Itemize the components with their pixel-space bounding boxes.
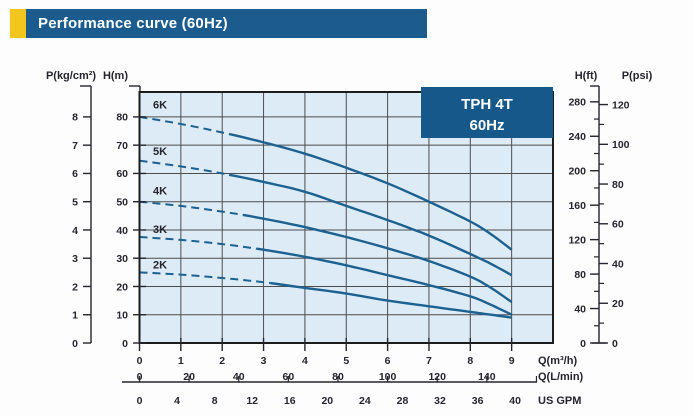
axis-title-q-m3h: Q(m³/h) (538, 355, 577, 367)
p-psi-tick-label: 0 (612, 338, 618, 350)
axis-title-q-lmin: Q(L/min) (538, 371, 584, 383)
p-psi-tick-label: 20 (612, 298, 624, 310)
q-m3h-tick-label: 5 (343, 355, 349, 367)
q-m3h-tick-label: 6 (385, 355, 391, 367)
title-bar: Performance curve (60Hz) (10, 9, 427, 38)
h-ft-tick-label: 280 (568, 97, 586, 109)
axis-title-p-psi: P(psi) (622, 70, 653, 82)
legend-frequency-label: 60Hz (469, 117, 504, 134)
curve-label-4K: 4K (153, 186, 167, 198)
h-ft-tick-label: 240 (568, 131, 586, 143)
p-kg-tick-label: 7 (72, 140, 78, 152)
h-ft-tick-label: 200 (568, 166, 586, 178)
p-psi-tick-label: 60 (612, 219, 624, 231)
p-kg-tick-label: 6 (72, 168, 78, 180)
p-kg-tick-label: 5 (72, 197, 78, 209)
title-bar-background: Performance curve (60Hz) (26, 9, 427, 38)
curve-4K-solid-segment (242, 213, 513, 304)
p-kg-tick-label: 8 (72, 112, 78, 124)
q-m3h-tick-label: 3 (261, 355, 267, 367)
h-m-tick-label: 30 (116, 253, 128, 265)
curves: 6K 5K 4K 3K 2K (139, 99, 513, 319)
p-kg-tick-label: 0 (72, 338, 78, 350)
h-m-tick-label: 60 (116, 168, 128, 180)
us-gpm-tick-label: 32 (434, 395, 446, 407)
curve-5K-solid-segment (228, 173, 513, 277)
curve-label-6K: 6K (153, 99, 167, 111)
curve-3K: 3K (139, 224, 513, 316)
axis-title-p-kgcm2: P(kg/cm²) (46, 70, 96, 82)
curve-6K: 6K (139, 99, 513, 251)
h-ft-tick-label: 40 (574, 303, 586, 315)
curve-2K-dashed-segment (139, 271, 271, 285)
q-m3h-tick-label: 2 (219, 355, 225, 367)
q-m3h-tick-label: 8 (467, 355, 473, 367)
p-psi-tick-label: 40 (612, 258, 624, 270)
h-ft-tick-label: 160 (568, 200, 586, 212)
q-m3h-tick-label: 4 (302, 355, 308, 367)
h-m-tick-label: 0 (122, 338, 128, 350)
curve-label-5K: 5K (153, 146, 167, 158)
p-psi-tick-label: 120 (612, 99, 630, 111)
h-m-tick-label: 70 (116, 140, 128, 152)
us-gpm-tick-label: 36 (472, 395, 484, 407)
axis-q-m3h: 0 1 2 3 4 5 6 7 8 9 Q(m³/h) (137, 338, 577, 367)
q-m3h-tick-label: 0 (137, 355, 143, 367)
curve-6K-solid-segment (228, 132, 513, 251)
axis-q-lmin: 020406080100120140Q(L/min) (137, 371, 584, 383)
h-ft-tick-label: 0 (580, 338, 586, 350)
us-gpm-tick-label: 20 (321, 395, 333, 407)
axis-title-us-gpm: US GPM (538, 395, 581, 407)
axis-p-kgcm2: 0 1 2 3 4 5 6 7 8 P(kg/cm²) (46, 70, 96, 350)
h-m-tick-label: 80 (116, 112, 128, 124)
q-m3h-tick-label: 7 (426, 355, 432, 367)
curve-label-3K: 3K (153, 224, 167, 236)
us-gpm-tick-label: 24 (359, 395, 371, 407)
curve-2K-solid-segment (270, 281, 512, 319)
us-gpm-tick-label: 16 (284, 395, 296, 407)
curve-2K: 2K (139, 260, 512, 319)
page-title: Performance curve (60Hz) (38, 15, 228, 32)
axis-us-gpm: 0 4 8 12 16 20 24 28 32 36 40 US GPM (122, 376, 581, 407)
curve-4K-dashed-segment (139, 200, 244, 216)
p-kg-tick-label: 2 (72, 281, 78, 293)
curve-3K-solid-segment (256, 247, 513, 316)
p-kg-tick-label: 1 (72, 310, 78, 322)
h-m-tick-label: 10 (116, 310, 128, 322)
curve-5K: 5K (139, 146, 513, 277)
legend-box: TPH 4T 60Hz (421, 87, 553, 138)
axis-title-h-m: H(m) (103, 70, 128, 82)
axis-h-m: 0 10 20 30 40 50 60 70 80 H(m) (103, 70, 146, 350)
us-gpm-tick-label: 28 (397, 395, 409, 407)
h-m-tick-label: 50 (116, 197, 128, 209)
curve-3K-dashed-segment (139, 236, 257, 250)
curve-4K: 4K (139, 186, 513, 304)
curve-5K-dashed-segment (139, 159, 230, 176)
legend-background (421, 87, 553, 138)
us-gpm-tick-label: 12 (246, 395, 258, 407)
title-accent-block (10, 9, 26, 38)
h-m-tick-label: 20 (116, 281, 128, 293)
curve-6K-dashed-segment (139, 115, 230, 135)
us-gpm-tick-label: 8 (212, 395, 218, 407)
us-gpm-tick-label: 4 (174, 395, 180, 407)
h-m-tick-label: 40 (116, 225, 128, 237)
axis-right-ruler: 0 40 80 120 160 200 240 280 0 20 40 60 80 100 120 H(ft)… (568, 70, 652, 350)
axis-title-h-ft: H(ft) (575, 70, 598, 82)
legend-model-label: TPH 4T (461, 96, 513, 113)
h-ft-tick-label: 120 (568, 234, 586, 246)
q-m3h-tick-label: 9 (509, 355, 515, 367)
p-kg-tick-label: 3 (72, 253, 78, 265)
q-m3h-tick-label: 1 (178, 355, 184, 367)
us-gpm-tick-label: 0 (137, 395, 143, 407)
h-ft-tick-label: 80 (574, 269, 586, 281)
p-psi-tick-label: 100 (612, 139, 630, 151)
p-kg-tick-label: 4 (72, 225, 78, 237)
p-psi-tick-label: 80 (612, 179, 624, 191)
us-gpm-tick-label: 40 (509, 395, 521, 407)
curve-label-2K: 2K (153, 260, 167, 272)
